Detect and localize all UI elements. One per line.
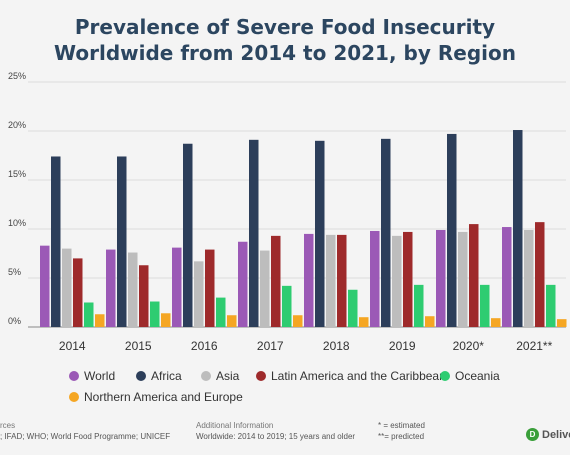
bar: [535, 222, 545, 327]
y-tick-label: 0%: [8, 316, 21, 326]
legend-marker: [201, 371, 211, 381]
legend-marker: [69, 392, 79, 402]
sources-text: ; IFAD; WHO; World Food Programme; UNICE…: [0, 432, 171, 441]
x-tick-label: 2020*: [453, 339, 485, 353]
legend-label: Asia: [216, 369, 240, 383]
bar: [447, 133, 457, 327]
bar: [128, 252, 138, 327]
bar: [161, 313, 171, 327]
bar: [205, 249, 215, 327]
y-tick-label: 25%: [8, 71, 26, 81]
bar: [304, 233, 314, 327]
bar: [106, 249, 116, 327]
x-tick-label: 2021**: [516, 339, 552, 353]
bar: [249, 139, 259, 327]
brand-mark-icon: D: [526, 428, 539, 441]
bar: [414, 284, 424, 327]
y-tick-label: 15%: [8, 169, 26, 179]
bar: [403, 231, 413, 327]
bar: [271, 235, 281, 327]
bar: [469, 224, 479, 327]
legend-marker: [440, 371, 450, 381]
x-tick-label: 2016: [191, 339, 218, 353]
legend-label: World: [84, 369, 115, 383]
bar: [557, 319, 567, 327]
bar: [117, 156, 127, 327]
sources-label: rces: [0, 421, 16, 430]
bar: [315, 140, 325, 327]
bar: [326, 234, 336, 327]
y-tick-label: 20%: [8, 120, 26, 130]
bar: [502, 227, 512, 327]
bar: [348, 289, 358, 327]
bar: [51, 156, 61, 327]
bar: [84, 302, 94, 327]
additional-info-label: Additional Information: [196, 421, 274, 430]
note-predicted: **= predicted: [378, 432, 425, 441]
bar: [139, 265, 149, 327]
brand-logo: D Delive: [526, 428, 570, 441]
bar: [227, 315, 237, 327]
bar: [458, 231, 468, 327]
bar: [491, 318, 501, 327]
additional-info-text: Worldwide: 2014 to 2019; 15 years and ol…: [196, 432, 356, 441]
y-tick-label: 5%: [8, 267, 21, 277]
bar: [62, 248, 72, 327]
legend-marker: [256, 371, 266, 381]
bar: [216, 297, 226, 327]
legend-marker: [136, 371, 146, 381]
bar: [392, 235, 402, 327]
bar: [40, 245, 50, 327]
bar: [425, 316, 435, 327]
bar: [359, 317, 369, 327]
bar: [183, 143, 193, 327]
y-tick-label: 10%: [8, 218, 26, 228]
x-tick-label: 2018: [323, 339, 350, 353]
note-estimated: * = estimated: [378, 421, 425, 430]
legend-marker: [69, 371, 79, 381]
bar: [513, 130, 523, 327]
bar: [370, 230, 380, 327]
bar: [524, 229, 534, 327]
chart-title-line-1: Prevalence of Severe Food Insecurity: [74, 15, 496, 39]
bar: [194, 261, 204, 327]
bar: [282, 285, 292, 327]
x-tick-label: 2015: [125, 339, 152, 353]
brand-name: Delive: [542, 428, 570, 441]
chart-title: Prevalence of Severe Food Insecurity Wor…: [0, 14, 570, 66]
bar: [260, 250, 270, 327]
bar: [480, 284, 490, 327]
chart-title-line-2: Worldwide from 2014 to 2021, by Region: [54, 41, 516, 65]
bar: [546, 284, 556, 327]
bar: [337, 234, 347, 327]
bar: [95, 314, 105, 327]
legend-label: Northern America and Europe: [84, 390, 243, 404]
bar: [73, 258, 83, 327]
x-tick-label: 2017: [257, 339, 284, 353]
bar: [436, 229, 446, 327]
legend-label: Africa: [151, 369, 182, 383]
legend-label: Oceania: [455, 369, 500, 383]
bar: [293, 315, 303, 327]
x-tick-label: 2019: [389, 339, 416, 353]
bar: [172, 247, 182, 327]
bar: [381, 138, 391, 327]
bar: [238, 241, 248, 327]
legend-label: Latin America and the Caribbean: [271, 369, 446, 383]
bar: [150, 301, 160, 327]
x-tick-label: 2014: [59, 339, 86, 353]
